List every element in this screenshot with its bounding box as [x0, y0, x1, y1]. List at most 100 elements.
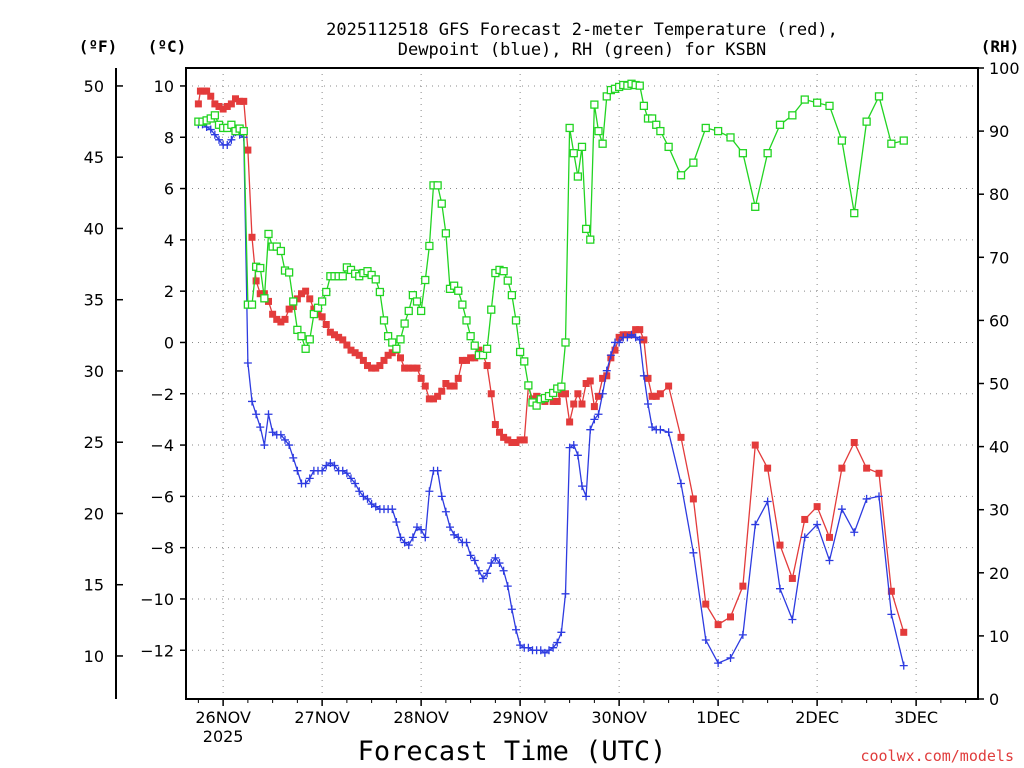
temperature-point: [438, 387, 446, 395]
dewpoint-point: [466, 551, 475, 560]
dewpoint-point: [474, 566, 483, 575]
temperature-point: [562, 390, 569, 398]
dewpoint-point: [252, 410, 261, 419]
temperature-point: [508, 438, 516, 446]
dewpoint-point: [557, 628, 566, 637]
temperature-point: [739, 582, 747, 590]
temperature-point: [203, 87, 211, 95]
celsius-tick-label: 4: [164, 231, 174, 250]
temperature-point: [636, 326, 644, 334]
rh-point: [239, 126, 248, 136]
dewpoint-point: [351, 479, 360, 488]
temperature-point: [236, 97, 244, 105]
dewpoint-point: [763, 497, 772, 506]
temperature-point: [887, 587, 895, 595]
dewpoint-point: [887, 610, 896, 619]
celsius-tick-label: 0: [164, 333, 174, 352]
dewpoint-point: [256, 423, 265, 432]
rh-point: [297, 332, 306, 341]
dewpoint-point: [347, 474, 355, 483]
rh-tick-label: 50: [989, 375, 1009, 394]
dewpoint-point: [215, 135, 223, 144]
dewpoint-point: [206, 125, 215, 134]
rh-point: [664, 142, 673, 152]
temperature-point: [405, 364, 413, 372]
temperature-point: [351, 349, 359, 357]
dewpoint-point: [615, 338, 624, 347]
dewpoint-point: [396, 533, 405, 542]
rh-point: [520, 357, 529, 366]
dewpoint-point: [285, 441, 294, 450]
celsius-tick-label: 8: [164, 128, 174, 147]
fahrenheit-tick-label: 50: [84, 77, 104, 96]
rh-point: [454, 286, 463, 295]
dewpoint-point: [483, 569, 492, 578]
dewpoint-point: [862, 494, 871, 503]
temperature-point: [553, 397, 561, 405]
rh-point: [247, 300, 257, 309]
dewpoint-point: [813, 520, 822, 529]
dewpoint-point: [639, 371, 648, 380]
dewpoint-point: [507, 605, 516, 614]
celsius-tick-label: −2: [150, 385, 174, 404]
rh-point: [458, 300, 467, 309]
temperature-point: [413, 364, 421, 372]
dewpoint-point: [644, 400, 652, 409]
dewpoint-point: [433, 466, 442, 475]
rh-point: [289, 297, 298, 306]
temperature-point: [450, 382, 458, 390]
rh-point: [507, 291, 517, 300]
dewpoint-point: [210, 130, 219, 139]
temperature-point: [590, 403, 598, 411]
dewpoint-point: [363, 494, 372, 503]
rh-point: [581, 224, 591, 234]
x-tick-label: 27NOV: [294, 708, 350, 727]
fahrenheit-tick-label: 30: [84, 362, 104, 381]
temperature-point: [467, 354, 475, 362]
rh-point: [751, 202, 760, 211]
temperature-point: [331, 331, 338, 339]
dewpoint-point: [776, 584, 784, 593]
dewpoint-point: [425, 487, 434, 496]
temperature-point: [289, 303, 297, 311]
temperature-point: [430, 395, 437, 403]
dewpoint-point: [487, 559, 496, 568]
rh-point: [561, 338, 570, 347]
rh-point: [676, 171, 686, 180]
temperature-point: [446, 382, 454, 390]
dewpoint-point: [495, 559, 504, 568]
temperature-point: [595, 392, 602, 400]
rh-point: [713, 126, 723, 136]
rh-point: [573, 172, 583, 181]
rh-point: [726, 133, 735, 142]
temperature-point: [425, 395, 433, 403]
temperature-point: [285, 305, 293, 313]
plot-frame: [185, 67, 979, 700]
dewpoint-point: [635, 335, 644, 344]
temperature-point: [281, 315, 289, 323]
dewpoint-point: [850, 528, 859, 537]
rh-tick-label: 40: [989, 438, 1009, 457]
temperature-point: [574, 390, 582, 398]
dewpoint-point: [454, 533, 463, 542]
temperature-point: [549, 397, 557, 405]
rh-point: [441, 229, 451, 238]
temperature-point: [211, 100, 219, 108]
dewpoint-point: [837, 505, 846, 514]
dewpoint-point: [388, 505, 397, 514]
rh-point: [874, 92, 884, 101]
dewpoint-point: [446, 523, 454, 532]
dewpoint-point: [825, 556, 834, 565]
x-tick-label: 30NOV: [591, 708, 647, 727]
chart-title-line1: 2025112518 GFS Forecast 2-meter Temperat…: [326, 20, 838, 40]
temperature-point: [500, 433, 508, 441]
temperature-point: [520, 436, 528, 444]
temperature-point: [586, 377, 594, 385]
rh-tick-label: 100: [989, 59, 1020, 78]
dewpoint-point: [590, 415, 599, 424]
temperature-point: [463, 356, 470, 364]
dewpoint-point: [553, 638, 562, 647]
rh-point: [635, 81, 644, 90]
dewpoint-point: [243, 358, 252, 367]
temperature-point: [557, 390, 565, 398]
